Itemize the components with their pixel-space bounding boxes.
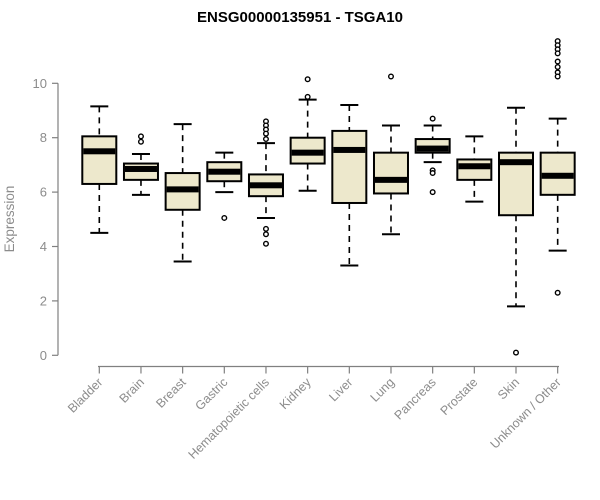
outlier-hematopoietic-cells bbox=[262, 130, 269, 137]
median-gastric bbox=[208, 168, 241, 175]
box-lung bbox=[372, 151, 409, 195]
chart-title: ENSG00000135951 - TSGA10 bbox=[197, 9, 403, 26]
outlier-unknown-other bbox=[554, 50, 561, 57]
median-brain bbox=[124, 165, 157, 172]
median-lung bbox=[374, 176, 407, 183]
x-tick-label-breast: Breast bbox=[153, 375, 189, 411]
x-tick-label-liver: Liver bbox=[326, 375, 355, 404]
median-prostate bbox=[458, 163, 491, 170]
outlier-hematopoietic-cells bbox=[262, 225, 269, 232]
box-liver bbox=[331, 129, 368, 204]
y-tick-label: 10 bbox=[33, 76, 47, 91]
x-tick-label-prostate: Prostate bbox=[438, 375, 481, 418]
x-tick-label-lung: Lung bbox=[368, 375, 398, 405]
y-tick-label: 4 bbox=[40, 239, 47, 254]
median-pancreas bbox=[416, 145, 449, 152]
outlier-hematopoietic-cells bbox=[262, 231, 269, 238]
outlier-kidney bbox=[304, 76, 311, 83]
x-tick-label-brain: Brain bbox=[117, 375, 148, 406]
x-tick-label-unknown-other: Unknown / Other bbox=[488, 375, 564, 451]
x-tick-label-skin: Skin bbox=[495, 375, 522, 402]
outlier-unknown-other bbox=[554, 73, 561, 80]
outlier-brain bbox=[137, 138, 144, 145]
median-breast bbox=[166, 186, 199, 193]
median-skin bbox=[500, 159, 532, 166]
x-tick-label-hematopoietic-cells: Hematopoietic cells bbox=[186, 375, 273, 462]
outlier-gastric bbox=[221, 214, 228, 221]
box-prostate bbox=[456, 158, 493, 181]
median-bladder bbox=[83, 148, 116, 155]
outlier-pancreas bbox=[429, 115, 436, 122]
outlier-lung bbox=[387, 73, 394, 80]
outlier-unknown-other bbox=[554, 63, 561, 70]
outlier-unknown-other bbox=[554, 289, 561, 296]
x-tick-label-pancreas: Pancreas bbox=[392, 375, 439, 422]
median-liver bbox=[333, 146, 366, 153]
outlier-unknown-other bbox=[554, 58, 561, 65]
outlier-kidney bbox=[304, 93, 311, 100]
plot-area: 0 2 4 6 8 10 Bladder Brain Breast GastricHematopo… bbox=[33, 38, 576, 462]
y-tick-label: 0 bbox=[40, 348, 47, 363]
outlier-brain bbox=[137, 133, 144, 140]
x-tick-label-kidney: Kidney bbox=[277, 375, 314, 412]
box-bladder bbox=[81, 135, 118, 185]
x-tick-label-bladder: Bladder bbox=[65, 375, 105, 415]
x-tick-label-gastric: Gastric bbox=[193, 375, 231, 413]
outlier-pancreas bbox=[429, 189, 436, 196]
median-kidney bbox=[291, 149, 324, 156]
y-tick-label: 8 bbox=[40, 130, 47, 145]
outlier-hematopoietic-cells bbox=[262, 240, 269, 247]
median-hematopoietic-cells bbox=[249, 182, 282, 189]
y-tick-label: 6 bbox=[40, 185, 47, 200]
outlier-pancreas bbox=[429, 170, 436, 177]
outlier-hematopoietic-cells bbox=[262, 136, 269, 143]
median-unknown-other bbox=[541, 172, 574, 179]
outlier-skin bbox=[513, 349, 520, 356]
y-tick-label: 2 bbox=[40, 293, 47, 308]
y-axis-label: Expression bbox=[2, 186, 17, 253]
